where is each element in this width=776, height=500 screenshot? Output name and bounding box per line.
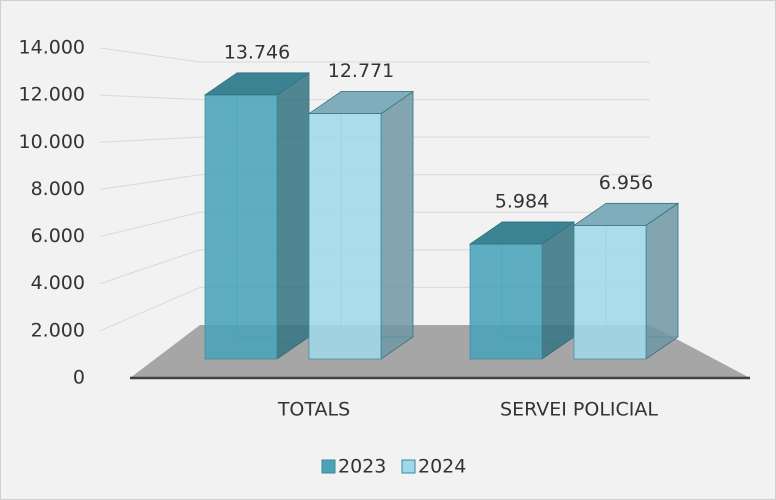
x-tick-label: SERVEI POLICIAL — [500, 399, 658, 421]
bar-top — [572, 202, 680, 226]
legend-label: 2024 — [418, 456, 466, 478]
bar — [203, 72, 311, 360]
legend-swatch — [321, 459, 336, 474]
bar-top — [307, 91, 415, 114]
bar-side — [645, 202, 679, 360]
bar-side — [541, 221, 575, 360]
bar — [572, 202, 680, 360]
bar-top — [203, 72, 311, 96]
legend-label: 2023 — [338, 456, 386, 478]
bar — [468, 221, 576, 360]
legend-swatch — [401, 459, 416, 474]
bar-top — [468, 221, 576, 245]
y-tick-label: 4.000 — [31, 272, 85, 294]
grid-line — [99, 94, 201, 101]
y-tick-label: 8.000 — [31, 178, 85, 200]
data-label: 12.771 — [328, 60, 394, 82]
y-tick-label: 14.000 — [19, 37, 85, 59]
y-tick-label: 10.000 — [19, 131, 85, 153]
grid-line — [99, 136, 201, 143]
grid-line — [99, 211, 201, 238]
y-tick-label: 12.000 — [19, 84, 85, 106]
data-label: 13.746 — [224, 41, 290, 63]
bar-side — [276, 72, 310, 360]
bar — [307, 90, 415, 360]
x-tick-label: TOTALS — [277, 399, 350, 421]
bar-side — [380, 90, 414, 360]
bar-front — [204, 94, 278, 360]
y-tick-label: 6.000 — [31, 225, 85, 247]
y-tick-label: 2.000 — [31, 319, 85, 341]
grid-line — [99, 47, 201, 63]
grid-line — [99, 249, 201, 285]
bar-front — [308, 113, 382, 360]
grid-line — [99, 174, 201, 190]
bar-front — [469, 243, 543, 360]
data-label: 5.984 — [495, 191, 549, 213]
grid-line — [99, 286, 201, 332]
y-tick-label: 0 — [73, 367, 85, 389]
bar-front — [573, 224, 647, 360]
data-label: 6.956 — [599, 172, 653, 194]
